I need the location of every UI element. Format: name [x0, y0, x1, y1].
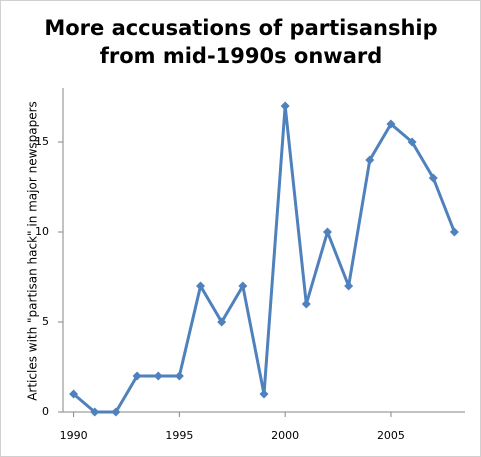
- data-point: [428, 173, 438, 183]
- chart-title: More accusations of partisanship: [44, 16, 437, 40]
- data-line: [72, 104, 456, 414]
- x-tick-label: 2000: [271, 429, 299, 442]
- data-point: [259, 389, 269, 399]
- data-point: [407, 137, 417, 147]
- data-point: [90, 407, 100, 417]
- data-point: [196, 281, 206, 291]
- data-point: [280, 101, 290, 111]
- x-tick-label: 1995: [165, 429, 193, 442]
- data-point: [238, 281, 248, 291]
- y-tick-label: 5: [42, 315, 49, 328]
- y-tick-label: 15: [35, 135, 49, 148]
- data-point: [132, 371, 142, 381]
- data-point: [217, 317, 227, 327]
- data-point: [386, 119, 396, 129]
- data-point: [111, 407, 121, 417]
- x-tick-label: 1990: [60, 429, 88, 442]
- data-point: [365, 155, 375, 165]
- x-tick-label: 2005: [377, 429, 405, 442]
- data-point: [322, 227, 332, 237]
- y-axis-label: Articles with "partisan hack" in major n…: [26, 101, 40, 401]
- data-point: [449, 227, 459, 237]
- data-point: [153, 371, 163, 381]
- y-tick-label: 0: [42, 405, 49, 418]
- chart-title: from mid-1990s onward: [100, 44, 383, 68]
- data-point: [174, 371, 184, 381]
- data-point: [69, 389, 79, 399]
- y-tick-label: 10: [35, 225, 49, 238]
- data-point: [301, 299, 311, 309]
- data-point: [344, 281, 354, 291]
